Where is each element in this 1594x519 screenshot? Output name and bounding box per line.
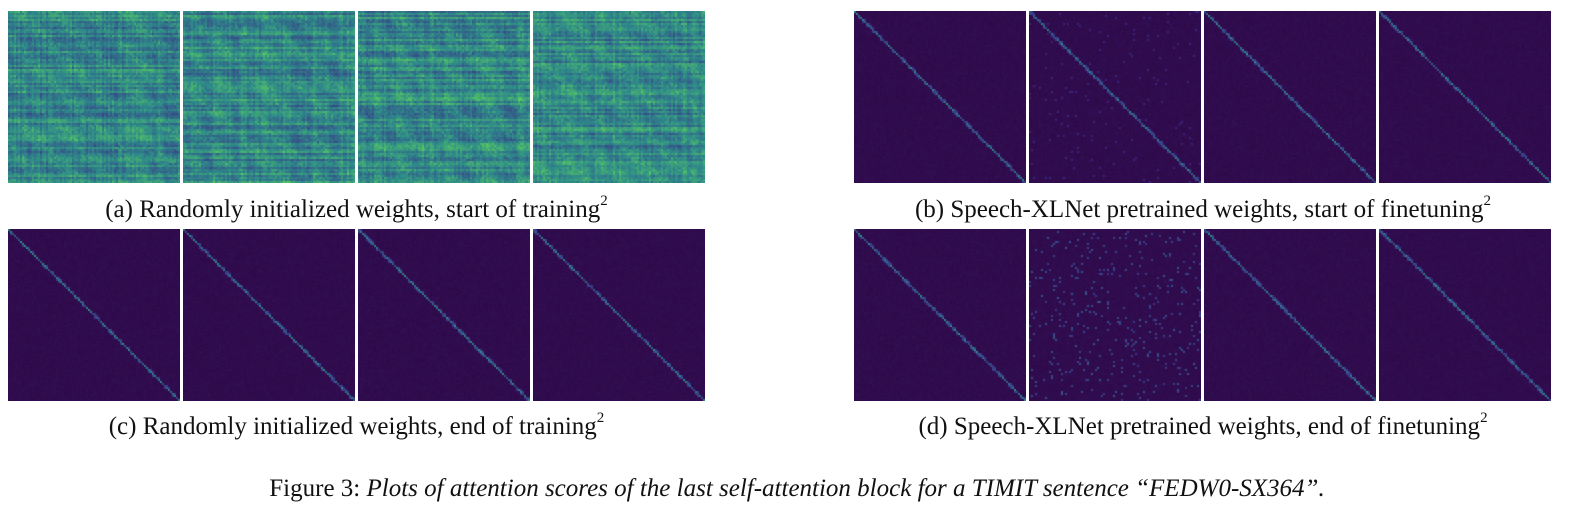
heatmap-c-head-4 — [533, 229, 705, 401]
subcaption-a: (a) Randomly initialized weights, start … — [8, 193, 705, 225]
subcaption-c: (c) Randomly initialized weights, end of… — [8, 410, 705, 442]
heatmap-c-head-3 — [358, 229, 530, 401]
figure-label: Figure 3: — [269, 475, 361, 502]
heatmap-d-head-3 — [1204, 229, 1376, 401]
subcaption-b-text: (b) Speech-XLNet pretrained weights, sta… — [914, 196, 1484, 223]
footnote-marker: 2 — [596, 410, 605, 426]
heatmap-b-head-1 — [854, 11, 1026, 183]
heatmap-a-head-1 — [8, 11, 180, 183]
subcaption-b: (b) Speech-XLNet pretrained weights, sta… — [848, 193, 1558, 225]
figure-caption: Figure 3: Plots of attention scores of t… — [0, 474, 1594, 504]
heatmap-c-head-1 — [8, 229, 180, 401]
subcaption-d: (d) Speech-XLNet pretrained weights, end… — [848, 410, 1558, 442]
heatmap-d-head-1 — [854, 229, 1026, 401]
subcaption-a-text: (a) Randomly initialized weights, start … — [105, 196, 601, 223]
heatmap-b-head-3 — [1204, 11, 1376, 183]
heatmap-d-head-2 — [1029, 229, 1201, 401]
footnote-marker: 2 — [1483, 193, 1492, 209]
heatmap-a-head-3 — [358, 11, 530, 183]
footnote-marker: 2 — [600, 193, 608, 209]
figure-description: Plots of attention scores of the last se… — [366, 475, 1325, 502]
footnote-marker: 2 — [1480, 410, 1488, 426]
heatmap-d-head-4 — [1379, 229, 1551, 401]
heatmap-a-head-2 — [183, 11, 355, 183]
heatmap-b-head-2 — [1029, 11, 1201, 183]
heatmap-a-head-4 — [533, 11, 705, 183]
heatmap-c-head-2 — [183, 229, 355, 401]
subcaption-d-text: (d) Speech-XLNet pretrained weights, end… — [918, 413, 1481, 440]
heatmap-b-head-4 — [1379, 11, 1551, 183]
subcaption-c-text: (c) Randomly initialized weights, end of… — [108, 413, 597, 440]
